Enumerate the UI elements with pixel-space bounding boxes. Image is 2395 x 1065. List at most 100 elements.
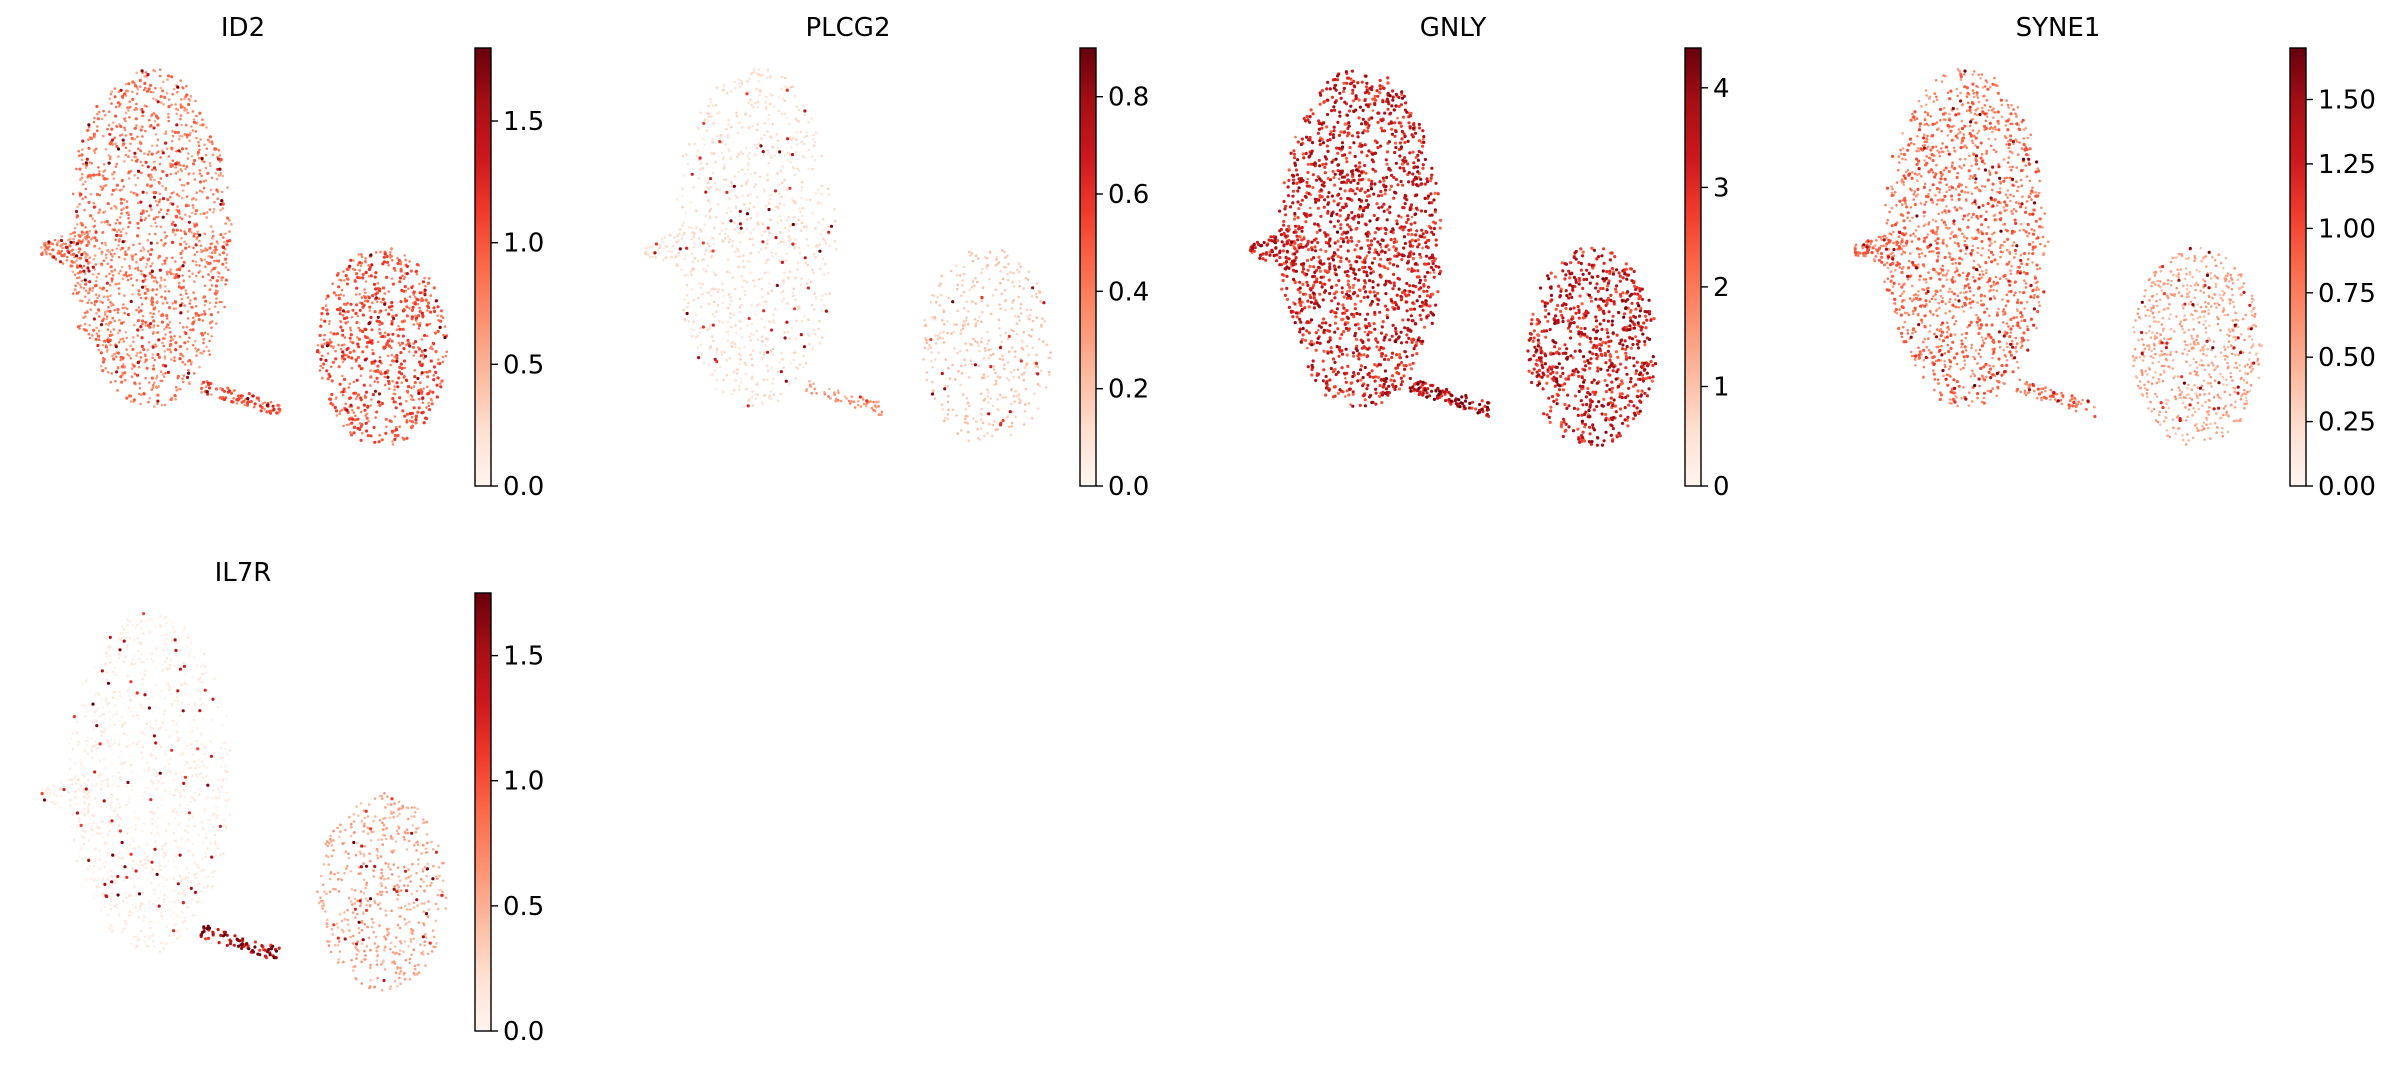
cell-point (875, 400, 878, 404)
cell-point (731, 345, 734, 348)
cell-point (158, 268, 162, 272)
cell-point (218, 396, 222, 400)
cell-point (171, 256, 174, 260)
cell-point (956, 283, 959, 287)
cell-point (728, 271, 731, 275)
cell-point (144, 284, 147, 288)
cell-point (165, 173, 169, 177)
cell-point (1650, 379, 1654, 383)
cell-point (1339, 130, 1343, 134)
cell-point (92, 205, 96, 209)
cell-point (152, 405, 156, 408)
cell-point (338, 312, 342, 316)
cell-point (143, 218, 147, 222)
cell-point (188, 382, 191, 386)
cell-point (1579, 247, 1583, 251)
cell-point (721, 301, 724, 305)
cell-point (1337, 177, 1341, 181)
cell-point (347, 355, 351, 359)
cell-point (929, 301, 933, 304)
cell-point (766, 258, 770, 261)
cell-point (1344, 181, 1348, 185)
cell-point (83, 208, 86, 212)
cell-point (367, 296, 371, 300)
cell-point (1330, 299, 1334, 303)
cell-point (1333, 292, 1337, 296)
cell-point (783, 271, 786, 275)
cell-point (143, 81, 147, 85)
cell-point (190, 155, 194, 158)
cell-point (749, 172, 752, 176)
cell-point (745, 181, 748, 184)
cell-point (715, 350, 719, 354)
cell-point (65, 259, 69, 262)
cell-point (941, 337, 945, 340)
cell-point (1028, 313, 1032, 317)
cell-point (389, 363, 392, 367)
cell-point (95, 129, 99, 133)
cell-point (718, 188, 722, 192)
cell-point (170, 358, 173, 361)
cell-point (1411, 150, 1415, 154)
cell-point (201, 333, 205, 337)
cell-point (769, 75, 772, 78)
cell-point (716, 303, 720, 307)
cell-point (130, 273, 133, 277)
cell-point (373, 359, 377, 363)
cell-point (727, 306, 730, 310)
cell-point (356, 393, 361, 397)
cell-point (149, 264, 153, 268)
cell-point (977, 257, 980, 260)
cell-point (203, 143, 206, 147)
cell-point (1321, 359, 1325, 363)
cell-point (378, 433, 382, 437)
cell-point (1372, 290, 1376, 294)
cell-point (318, 333, 322, 337)
cell-point (1318, 292, 1322, 296)
cell-point (685, 294, 689, 297)
cell-point (1010, 421, 1014, 425)
cell-point (1400, 216, 1403, 219)
cell-point (390, 247, 393, 250)
cell-point (206, 381, 210, 385)
umap-scatter (40, 68, 449, 446)
cell-point (65, 255, 69, 259)
cell-point (133, 155, 136, 158)
cell-point (777, 183, 781, 187)
cell-point (1047, 370, 1051, 374)
cell-point (817, 327, 820, 331)
cell-point (381, 297, 385, 301)
cell-point (425, 323, 429, 327)
cell-point (151, 144, 154, 148)
cell-point (140, 107, 144, 112)
cell-point (127, 155, 130, 158)
cell-point (387, 305, 392, 309)
cell-point (169, 342, 173, 347)
cell-point (1357, 98, 1361, 102)
cell-point (708, 325, 711, 328)
cell-point (1590, 246, 1594, 250)
cell-point (439, 319, 443, 323)
cell-point (134, 159, 139, 163)
cell-point (393, 385, 397, 388)
cell-point (113, 268, 117, 272)
cell-point (87, 240, 90, 243)
cell-point (99, 364, 103, 368)
cell-point (96, 117, 100, 121)
cell-point (1376, 120, 1380, 124)
cell-point (1047, 373, 1051, 377)
cell-point (1011, 280, 1015, 284)
cell-point (360, 301, 364, 305)
cell-point (1010, 425, 1014, 428)
cell-point (812, 144, 816, 147)
cell-point (150, 376, 154, 380)
cell-point (740, 335, 744, 339)
cell-point (1423, 278, 1427, 282)
cell-point (54, 257, 58, 261)
cell-point (735, 111, 738, 115)
cell-point (110, 193, 114, 196)
cell-point (182, 189, 185, 192)
cell-point (137, 289, 141, 293)
cell-point (397, 376, 401, 380)
cell-point (702, 361, 706, 365)
